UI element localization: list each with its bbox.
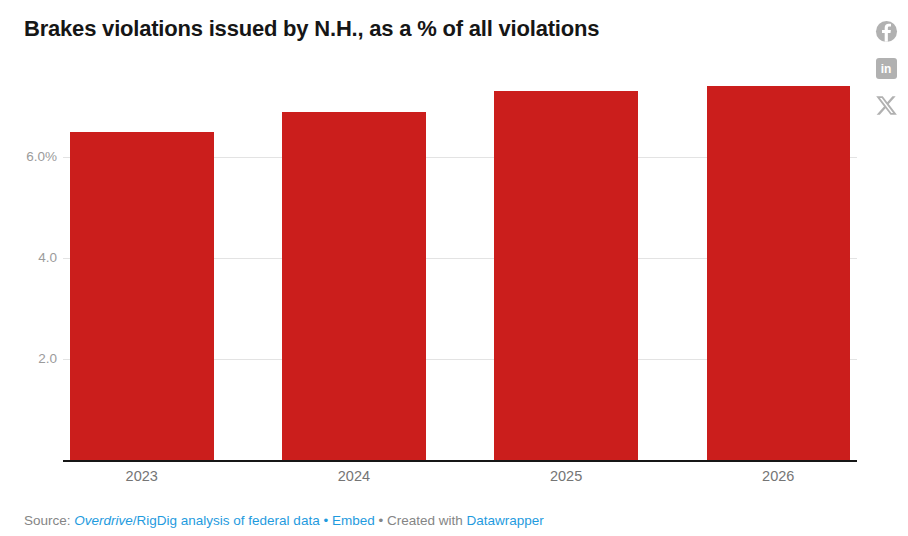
separator-dot: • xyxy=(320,513,332,528)
source-link-italic: Overdrive xyxy=(74,513,133,528)
x-axis-tick-label: 2023 xyxy=(82,468,202,484)
chart-container: Brakes violations issued by N.H., as a %… xyxy=(0,0,908,536)
source-link[interactable]: Overdrive/RigDig analysis of federal dat… xyxy=(74,513,319,528)
chart-footer: Source: Overdrive/RigDig analysis of fed… xyxy=(24,513,544,528)
y-axis-tick-label: 6.0% xyxy=(0,148,57,166)
x-axis-line xyxy=(63,460,857,462)
y-axis-tick-label: 4.0 xyxy=(0,249,57,267)
embed-link[interactable]: Embed xyxy=(332,513,375,528)
source-link-rest: /RigDig analysis of federal data xyxy=(133,513,320,528)
bar-2025[interactable] xyxy=(494,91,638,460)
created-with-label: Created with xyxy=(387,513,467,528)
source-label: Source: xyxy=(24,513,74,528)
bar-2024[interactable] xyxy=(282,112,426,460)
datawrapper-link[interactable]: Datawrapper xyxy=(466,513,543,528)
bar-2026[interactable] xyxy=(707,86,851,460)
bar-chart-plot: 2.0 4.0 6.0% 2023 2024 2025 2026 xyxy=(0,0,908,536)
x-axis-tick-label: 2024 xyxy=(294,468,414,484)
x-axis-tick-label: 2026 xyxy=(718,468,838,484)
y-axis-tick-label: 2.0 xyxy=(0,350,57,368)
separator-dot: • xyxy=(375,513,387,528)
x-axis-tick-label: 2025 xyxy=(506,468,626,484)
bar-2023[interactable] xyxy=(70,132,214,460)
